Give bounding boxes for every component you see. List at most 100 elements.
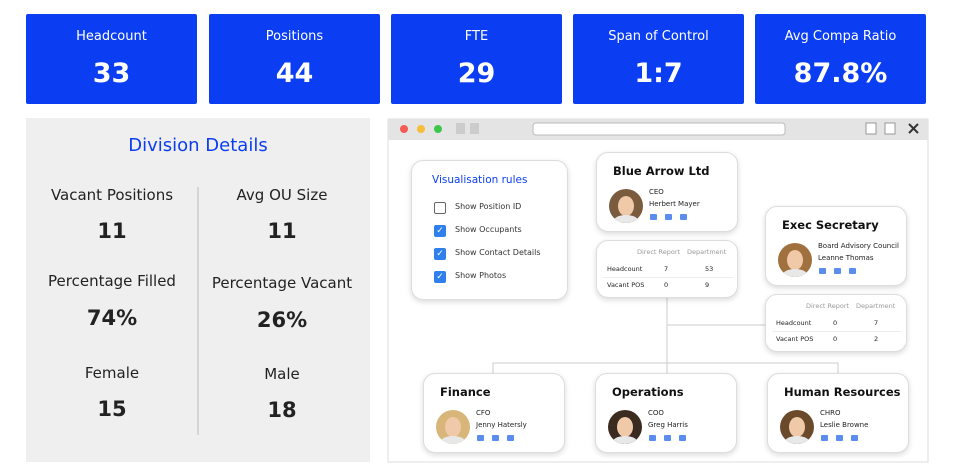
- avatar: [609, 189, 643, 223]
- stat-label: Vacant Positions: [50, 186, 174, 204]
- avatar: [778, 243, 812, 277]
- avatar-body: [782, 269, 808, 277]
- org-node: Operations COO Greg Harris: [595, 373, 737, 453]
- contact-icon[interactable]: [664, 435, 671, 441]
- row-value: 2: [874, 335, 879, 343]
- checkbox[interactable]: ✓: [434, 225, 446, 237]
- stat-value: 26%: [256, 308, 308, 332]
- kpi-value: 29: [457, 58, 496, 89]
- contact-icon[interactable]: [851, 435, 858, 441]
- kpi-label: Span of Control: [608, 29, 709, 44]
- avatar: [436, 410, 470, 444]
- checkbox-label[interactable]: Show Position ID: [455, 202, 522, 211]
- checkbox-label[interactable]: Show Photos: [455, 271, 507, 280]
- table-header: Direct Report: [637, 248, 681, 256]
- kpi-label: Positions: [265, 29, 324, 44]
- avatar-face: [789, 417, 805, 437]
- stat-label: Percentage Filled: [48, 272, 176, 290]
- dot: [417, 125, 425, 133]
- stat-value: 74%: [86, 306, 138, 330]
- table-header: Direct Report: [806, 302, 850, 310]
- table-header: Department: [856, 302, 896, 310]
- avatar: [608, 410, 642, 444]
- stat-label: Female: [84, 364, 140, 382]
- row-value: 0: [664, 281, 669, 289]
- tabs-icon[interactable]: [884, 122, 896, 135]
- kpi-value: 87.8%: [793, 58, 888, 89]
- kpi-card: Headcount 33: [26, 14, 197, 104]
- stat-value: 11: [97, 219, 127, 243]
- stat-label: Percentage Vacant: [211, 274, 353, 292]
- avatar-body: [440, 436, 466, 444]
- checkbox[interactable]: [434, 202, 446, 214]
- avatar-body: [784, 436, 810, 444]
- contact-icon[interactable]: [492, 435, 499, 441]
- org-lines: [492, 298, 839, 373]
- nav-back[interactable]: [456, 123, 465, 134]
- contact-icon[interactable]: [650, 214, 657, 220]
- node-name: Jenny Hatersly: [476, 421, 527, 429]
- contact-icon[interactable]: [680, 214, 687, 220]
- kpi-label: Headcount: [76, 29, 147, 44]
- contact-icon[interactable]: [836, 435, 843, 441]
- node-title: Blue Arrow Ltd: [613, 164, 710, 178]
- stats-card: Direct Report Department Headcount 7 53 Vacan…: [596, 240, 738, 298]
- contact-icon[interactable]: [477, 435, 484, 441]
- row-value: 53: [705, 265, 714, 273]
- rules-title: Visualisation rules: [432, 174, 528, 186]
- row-label: Headcount: [607, 265, 643, 273]
- row-label: Vacant POS: [607, 281, 645, 289]
- node-name: Greg Harris: [648, 421, 688, 429]
- contact-icon[interactable]: [821, 435, 828, 441]
- node-name: Leslie Browne: [820, 421, 869, 429]
- org-node: Exec Secretary Board Advisory Council Lean…: [765, 206, 907, 286]
- node-role: CFO: [476, 409, 491, 417]
- stat-value: 11: [267, 219, 297, 243]
- stat-value: 18: [267, 398, 297, 422]
- kpi-card: Avg Compa Ratio 87.8%: [755, 14, 926, 104]
- node-title: Human Resources: [784, 385, 901, 399]
- checkbox[interactable]: ✓: [434, 248, 446, 260]
- dot: [434, 125, 442, 133]
- avatar-body: [612, 436, 638, 444]
- close-icon[interactable]: [908, 123, 919, 134]
- row-value: 0: [833, 319, 838, 327]
- row-label: Vacant POS: [776, 335, 814, 343]
- rules-card: Visualisation rules Show Position ID ✓ Show…: [411, 160, 568, 300]
- contact-icon[interactable]: [679, 435, 686, 441]
- contact-icon[interactable]: [665, 214, 672, 220]
- avatar: [780, 410, 814, 444]
- nav-forward[interactable]: [470, 123, 479, 134]
- node-role: Board Advisory Council: [818, 242, 899, 250]
- org-node: Blue Arrow Ltd CEO Herbert Mayer: [596, 152, 738, 232]
- row-value: 0: [833, 335, 838, 343]
- contact-icon[interactable]: [834, 268, 841, 274]
- share-icon[interactable]: [865, 122, 877, 135]
- row-value: 9: [705, 281, 710, 289]
- address-bar[interactable]: [532, 122, 786, 136]
- node-title: Finance: [440, 385, 491, 399]
- contact-icon[interactable]: [507, 435, 514, 441]
- checkbox-label[interactable]: Show Occupants: [455, 225, 522, 234]
- contact-icon[interactable]: [849, 268, 856, 274]
- kpi-value: 44: [275, 58, 314, 89]
- stat-label: Avg OU Size: [236, 186, 328, 204]
- division-title: Division Details: [128, 135, 268, 156]
- kpi-value: 1:7: [634, 58, 683, 89]
- row-divider: [772, 331, 902, 332]
- org-node: Human Resources CHRO Leslie Browne: [767, 373, 909, 453]
- checkbox-label[interactable]: Show Contact Details: [455, 248, 541, 257]
- row-value: 7: [664, 265, 669, 273]
- stat-value: 15: [97, 397, 127, 421]
- node-name: Herbert Mayer: [649, 200, 700, 208]
- org-node: Finance CFO Jenny Hatersly: [423, 373, 565, 453]
- stat-label: Male: [264, 365, 300, 383]
- kpi-label: FTE: [464, 29, 489, 44]
- kpi-label: Avg Compa Ratio: [784, 29, 897, 44]
- contact-icon[interactable]: [819, 268, 826, 274]
- node-title: Exec Secretary: [782, 218, 879, 232]
- checkbox[interactable]: ✓: [434, 271, 446, 283]
- row-label: Headcount: [776, 319, 812, 327]
- contact-icon[interactable]: [649, 435, 656, 441]
